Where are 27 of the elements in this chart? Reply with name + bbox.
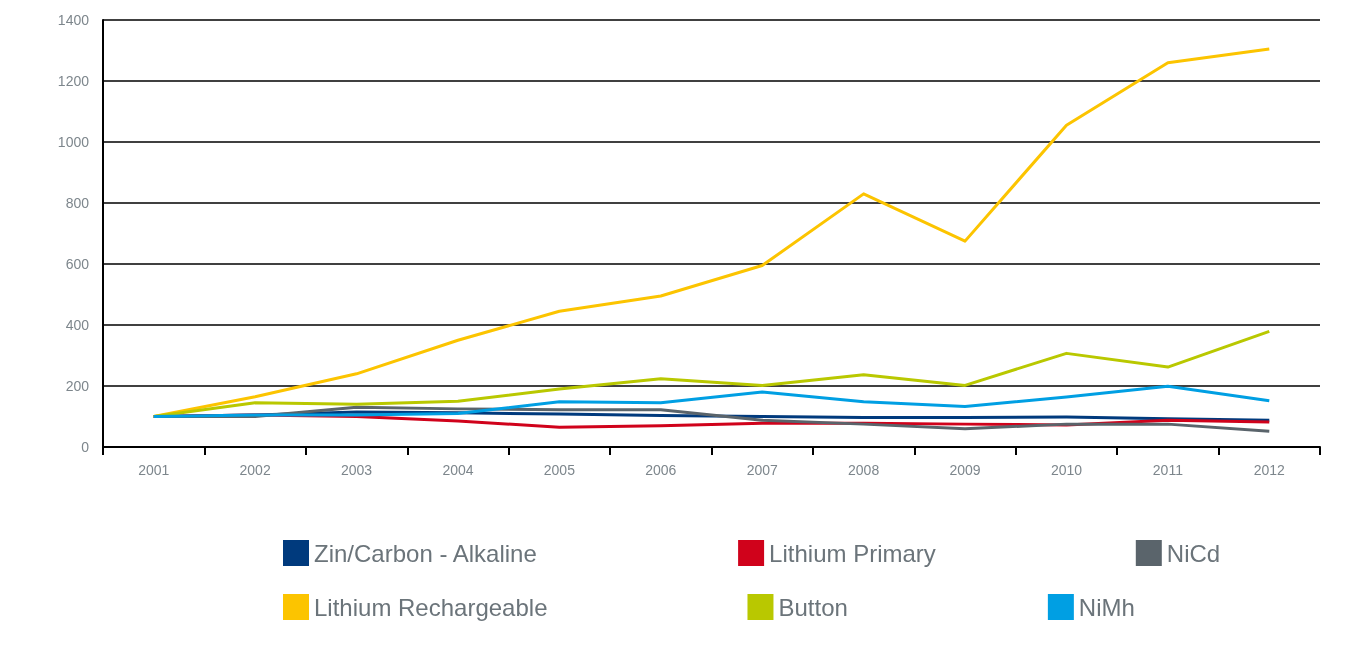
y-tick-label: 0 (81, 439, 90, 455)
legend-label: NiMh (1078, 593, 1135, 621)
legend-label: Lithium Rechargeable (314, 593, 548, 621)
x-tick-label: 2004 (442, 462, 474, 478)
line-series (152, 384, 1271, 418)
y-tick-label: 1200 (57, 73, 90, 89)
x-tick-label: 2005 (543, 462, 576, 478)
legend-label: Zin/Carbon - Alkaline (314, 539, 537, 567)
y-tick-label: 400 (65, 317, 90, 333)
x-tick-label: 2010 (1050, 462, 1083, 478)
y-tick-label: 200 (65, 378, 90, 394)
x-tick-label: 2009 (949, 462, 981, 478)
x-tick-label: 2003 (340, 462, 373, 478)
legend-label: NiCd (1166, 539, 1221, 567)
y-tick-label: 1400 (57, 12, 90, 28)
x-tick-label: 2006 (645, 462, 677, 478)
legend-label: Lithium Primary (769, 539, 936, 567)
y-tick-label: 1000 (57, 134, 90, 150)
x-tick-label: 2007 (746, 462, 778, 478)
x-tick-label: 2008 (848, 462, 880, 478)
y-tick-label: 800 (65, 195, 90, 211)
x-tick-label: 2002 (239, 462, 271, 478)
x-tick-label: 2012 (1253, 462, 1286, 478)
y-tick-label: 600 (65, 256, 90, 272)
x-tick-label: 2001 (138, 462, 170, 478)
legend-label: Button (778, 593, 848, 621)
x-tick-label: 2011 (1152, 462, 1184, 478)
